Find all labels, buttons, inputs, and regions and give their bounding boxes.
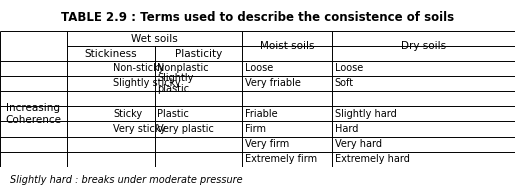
Text: Slightly
plastic: Slightly plastic — [157, 73, 194, 94]
Text: Friable: Friable — [245, 109, 277, 119]
Text: Moist soils: Moist soils — [260, 41, 314, 51]
Text: Wet soils: Wet soils — [131, 34, 178, 44]
Text: Plastic: Plastic — [157, 109, 189, 119]
Text: Hard: Hard — [335, 124, 358, 134]
Text: Firm: Firm — [245, 124, 266, 134]
Text: TABLE 2.9 : Terms used to describe the consistence of soils: TABLE 2.9 : Terms used to describe the c… — [61, 11, 454, 24]
Text: Increasing
Coherence: Increasing Coherence — [6, 103, 61, 125]
Text: Slightly hard: Slightly hard — [335, 109, 397, 119]
Text: Loose: Loose — [335, 63, 363, 73]
Text: Stickiness: Stickiness — [84, 49, 137, 59]
Text: Very plastic: Very plastic — [157, 124, 214, 134]
Text: Extremely hard: Extremely hard — [335, 154, 409, 164]
Text: Slightly hard : breaks under moderate pressure: Slightly hard : breaks under moderate pr… — [10, 175, 243, 185]
Text: Very sticky: Very sticky — [113, 124, 166, 134]
Text: Nonplastic: Nonplastic — [157, 63, 209, 73]
Text: Very firm: Very firm — [245, 139, 289, 149]
Text: Loose: Loose — [245, 63, 273, 73]
Text: Dry soils: Dry soils — [401, 41, 446, 51]
Text: Extremely firm: Extremely firm — [245, 154, 317, 164]
Text: Non-sticky: Non-sticky — [113, 63, 164, 73]
Text: Soft: Soft — [335, 79, 354, 89]
Text: Plasticity: Plasticity — [175, 49, 222, 59]
Text: Very hard: Very hard — [335, 139, 382, 149]
Text: Very friable: Very friable — [245, 79, 300, 89]
Text: Slightly sticky: Slightly sticky — [113, 79, 181, 89]
Text: Sticky: Sticky — [113, 109, 143, 119]
